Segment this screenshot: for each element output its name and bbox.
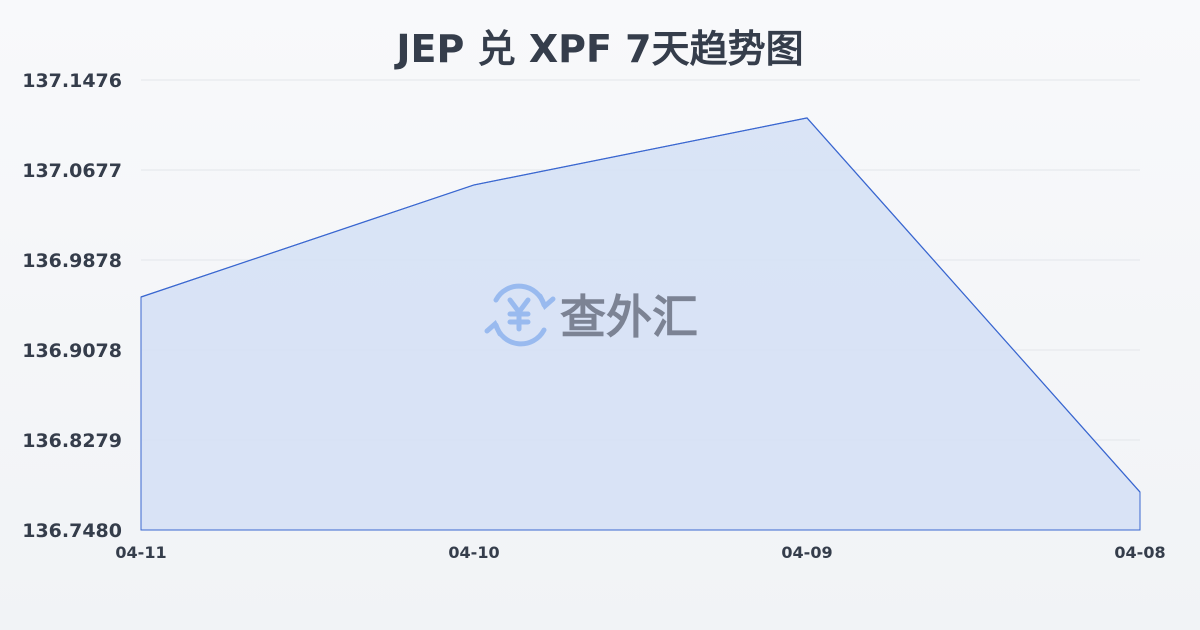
- series-line: [140, 117, 1141, 493]
- y-tick-label: 136.9078: [22, 340, 122, 362]
- y-tick-label: 136.9878: [22, 250, 122, 272]
- yen-exchange-icon: [484, 283, 556, 347]
- y-tick-label: 136.7480: [22, 520, 122, 542]
- x-tick-label: 04-10: [448, 543, 499, 562]
- x-tick-label: 04-11: [115, 543, 166, 562]
- watermark-logo: 查外汇: [484, 283, 698, 347]
- y-tick-label: 137.0677: [22, 160, 122, 182]
- x-tick-label: 04-08: [1114, 543, 1165, 562]
- y-tick-label: 137.1476: [22, 70, 122, 92]
- chart-title: JEP 兑 XPF 7天趋势图: [396, 27, 804, 71]
- y-tick-label: 136.8279: [22, 430, 122, 452]
- svg-text:查外汇: 查外汇: [560, 290, 698, 344]
- x-tick-label: 04-09: [781, 543, 832, 562]
